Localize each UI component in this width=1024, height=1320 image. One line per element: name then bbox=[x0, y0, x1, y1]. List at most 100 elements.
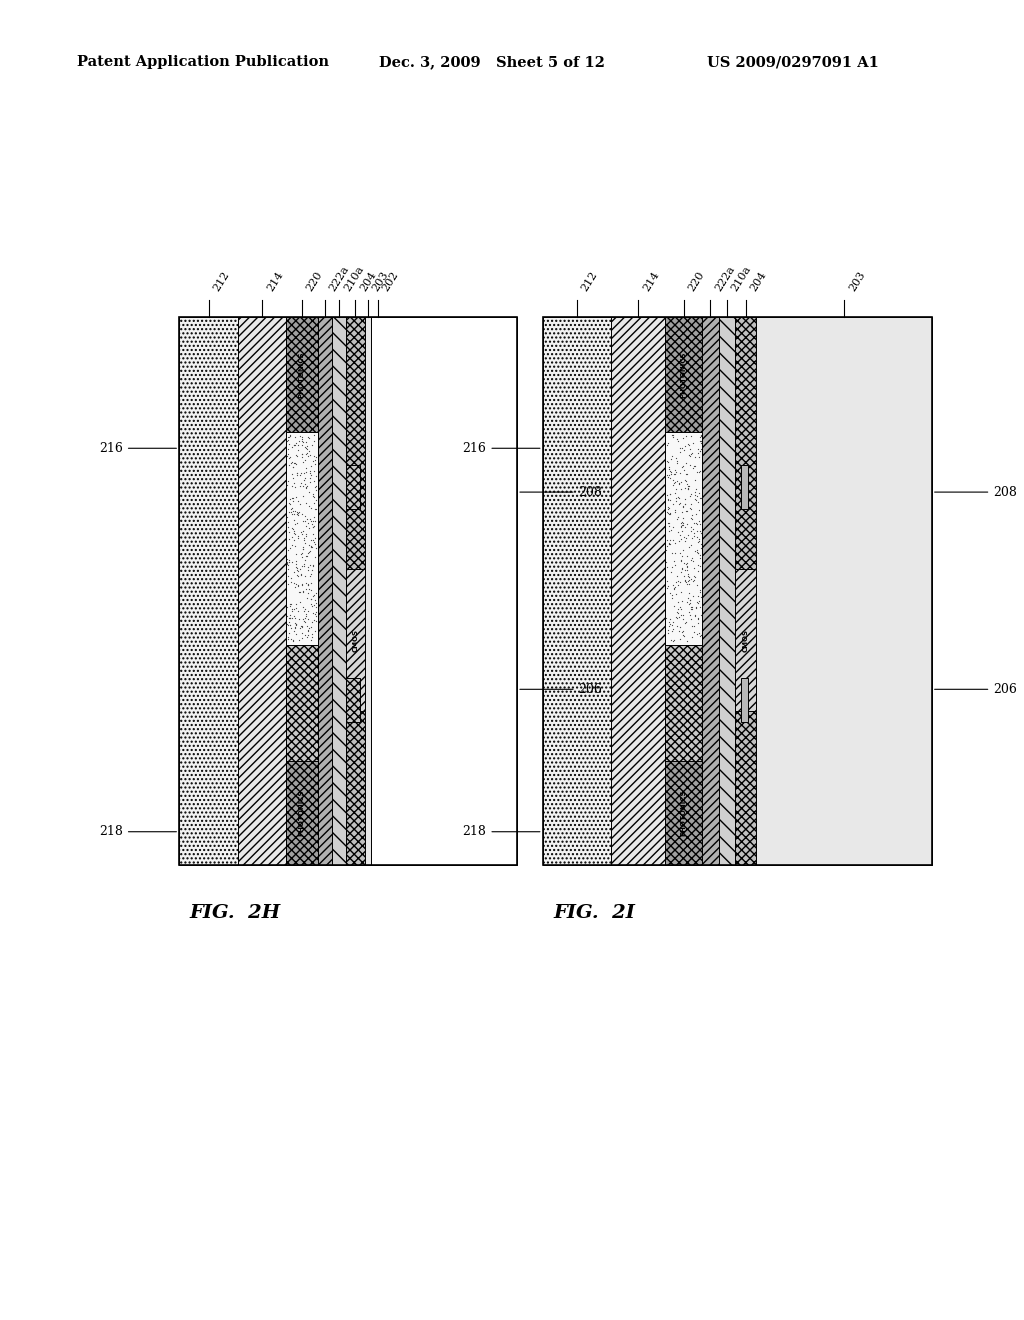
Point bbox=[302, 537, 318, 558]
Point bbox=[289, 503, 305, 524]
Point bbox=[303, 589, 319, 610]
Point bbox=[290, 560, 306, 581]
Text: 210a: 210a bbox=[342, 264, 366, 293]
Point bbox=[666, 463, 682, 484]
Point bbox=[663, 519, 679, 540]
Point bbox=[691, 528, 708, 549]
Point bbox=[664, 556, 680, 577]
Point bbox=[674, 437, 690, 458]
Point bbox=[293, 565, 309, 586]
Point bbox=[306, 446, 323, 467]
Point bbox=[658, 552, 675, 573]
Point bbox=[290, 574, 306, 595]
Point bbox=[303, 455, 319, 477]
Point bbox=[294, 444, 310, 465]
Point bbox=[666, 473, 682, 494]
Point bbox=[287, 576, 303, 597]
Point bbox=[283, 568, 299, 589]
Point bbox=[691, 545, 708, 566]
Point bbox=[281, 607, 297, 628]
Point bbox=[675, 624, 691, 645]
Text: 222a: 222a bbox=[328, 264, 351, 293]
Point bbox=[295, 581, 311, 602]
Point bbox=[307, 446, 324, 467]
Point bbox=[307, 479, 324, 500]
Point bbox=[282, 549, 298, 570]
Point bbox=[282, 615, 298, 636]
Text: 204: 204 bbox=[749, 269, 769, 293]
Point bbox=[689, 612, 706, 634]
Bar bbox=[346, 678, 359, 722]
Point bbox=[300, 582, 316, 603]
Point bbox=[679, 513, 695, 535]
Bar bbox=[365, 317, 371, 865]
Point bbox=[298, 432, 314, 453]
Point bbox=[292, 582, 308, 603]
Point bbox=[668, 447, 684, 469]
Point bbox=[303, 616, 319, 638]
Point bbox=[300, 574, 316, 595]
Point bbox=[286, 598, 302, 619]
Point bbox=[302, 463, 318, 484]
Point bbox=[664, 425, 680, 446]
Point bbox=[685, 585, 701, 606]
Point bbox=[673, 515, 689, 536]
Point bbox=[290, 434, 306, 455]
Point bbox=[681, 566, 697, 587]
Bar bbox=[179, 317, 517, 865]
Point bbox=[289, 550, 305, 572]
Point bbox=[670, 591, 686, 612]
Point bbox=[674, 457, 690, 478]
Point bbox=[666, 578, 682, 599]
Point bbox=[298, 572, 314, 593]
Point bbox=[683, 504, 699, 525]
Point bbox=[280, 506, 296, 527]
Point bbox=[690, 532, 707, 553]
Point bbox=[679, 631, 695, 652]
Point bbox=[280, 539, 296, 560]
Point bbox=[682, 593, 698, 614]
Point bbox=[302, 467, 318, 488]
Point bbox=[664, 615, 680, 636]
Point bbox=[304, 602, 321, 623]
Point bbox=[689, 438, 706, 459]
Point bbox=[685, 517, 701, 539]
Point bbox=[293, 521, 309, 543]
Point bbox=[666, 578, 682, 599]
Point bbox=[280, 438, 296, 459]
Point bbox=[681, 605, 697, 626]
Point bbox=[288, 623, 304, 644]
Point bbox=[692, 579, 709, 601]
Point bbox=[672, 572, 688, 593]
Point bbox=[670, 506, 686, 527]
Point bbox=[660, 465, 677, 486]
Point bbox=[688, 503, 705, 524]
Point bbox=[675, 455, 691, 477]
Point bbox=[674, 622, 690, 643]
Point bbox=[299, 508, 315, 529]
Point bbox=[295, 597, 311, 618]
Text: 208: 208 bbox=[520, 486, 602, 499]
Point bbox=[307, 611, 324, 632]
Point bbox=[683, 444, 699, 465]
Point bbox=[687, 597, 703, 618]
Point bbox=[668, 488, 684, 510]
Point bbox=[297, 624, 313, 645]
Point bbox=[681, 582, 697, 603]
Point bbox=[687, 541, 703, 562]
Point bbox=[307, 498, 324, 519]
Point bbox=[282, 595, 298, 616]
Point bbox=[281, 447, 297, 469]
Point bbox=[679, 573, 695, 594]
Point bbox=[681, 537, 697, 558]
Point bbox=[293, 564, 309, 585]
Point bbox=[298, 436, 314, 457]
Point bbox=[670, 603, 686, 624]
Point bbox=[678, 426, 694, 447]
Point bbox=[291, 609, 307, 630]
Point bbox=[669, 565, 685, 586]
Point bbox=[693, 432, 710, 453]
Point bbox=[297, 607, 313, 628]
Point bbox=[289, 512, 305, 533]
Point bbox=[287, 523, 303, 544]
